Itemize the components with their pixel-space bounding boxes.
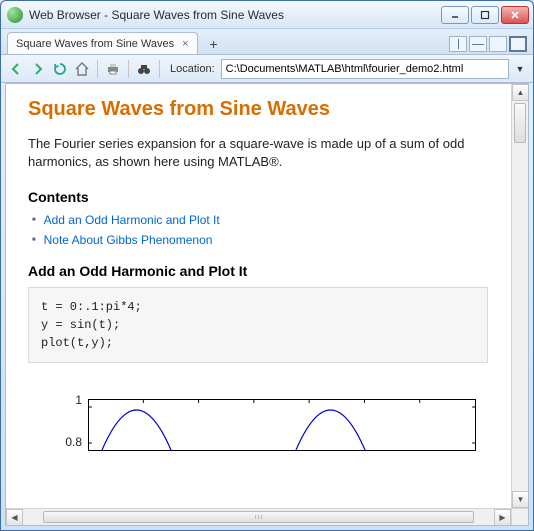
plot-svg [88,399,476,451]
scroll-left-button[interactable]: ◀ [6,509,23,526]
minimize-button[interactable] [441,6,469,24]
vscroll-thumb[interactable] [514,103,526,143]
forward-icon [30,61,46,77]
back-button[interactable] [7,60,25,78]
float-button[interactable] [489,36,507,52]
plot-area: 1 0.8 [88,391,476,451]
hscroll-track[interactable] [23,509,494,525]
find-button[interactable] [135,60,153,78]
toc-item: Add an Odd Harmonic and Plot It [32,213,506,227]
toolbar-separator [159,60,160,78]
view-controls [449,36,527,54]
forward-button[interactable] [29,60,47,78]
split-top-bottom-button[interactable] [469,36,487,52]
table-of-contents: Add an Odd Harmonic and Plot It Note Abo… [28,213,506,247]
location-dropdown-button[interactable]: ▼ [513,64,527,74]
vertical-scrollbar[interactable]: ▲ ▼ [511,84,528,508]
ytick-label: 0.8 [65,435,82,449]
minimize-icon [450,10,460,20]
toc-item: Note About Gibbs Phenomenon [32,233,506,247]
print-button[interactable] [104,60,122,78]
close-button[interactable] [501,6,529,24]
location-value: C:\Documents\MATLAB\html\fourier_demo2.h… [226,63,464,75]
split-left-right-button[interactable] [449,36,467,52]
contents-heading: Contents [28,189,506,205]
section-heading: Add an Odd Harmonic and Plot It [28,263,506,279]
horizontal-scrollbar[interactable]: ◀ ▶ [6,508,511,525]
toolbar-separator [97,60,98,78]
tab-active[interactable]: Square Waves from Sine Waves × [7,32,198,54]
maximize-button[interactable] [471,6,499,24]
scroll-right-button[interactable]: ▶ [494,509,511,526]
tab-close-icon[interactable]: × [180,38,190,50]
window-title: Web Browser - Square Waves from Sine Wav… [29,8,441,22]
titlebar: Web Browser - Square Waves from Sine Wav… [1,1,533,29]
navigation-toolbar: Location: C:\Documents\MATLAB\html\fouri… [1,55,533,83]
app-icon [7,7,23,23]
back-icon [8,61,24,77]
location-label: Location: [170,63,215,75]
document-body: Square Waves from Sine Waves The Fourier… [6,84,528,525]
tab-bar: Square Waves from Sine Waves × + [1,29,533,55]
hscroll-thumb[interactable] [43,511,474,523]
toc-link-gibbs[interactable]: Note About Gibbs Phenomenon [44,233,213,247]
reload-icon [52,61,68,77]
dock-button[interactable] [509,36,527,52]
code-block: t = 0:.1:pi*4; y = sin(t); plot(t,y); [28,287,488,363]
maximize-icon [480,10,490,20]
browser-window: Web Browser - Square Waves from Sine Wav… [0,0,534,531]
toc-link-harmonic[interactable]: Add an Odd Harmonic and Plot It [44,213,220,227]
ytick-label: 1 [75,393,82,407]
vscroll-track[interactable] [512,101,528,491]
page-title: Square Waves from Sine Waves [28,98,506,121]
toolbar-separator [128,60,129,78]
scroll-up-button[interactable]: ▲ [512,84,529,101]
sine-curve [102,410,366,451]
reload-button[interactable] [51,60,69,78]
intro-paragraph: The Fourier series expansion for a squar… [28,135,506,171]
window-controls [441,6,529,24]
print-icon [105,61,121,77]
scroll-corner [511,508,528,525]
close-icon [510,10,520,20]
content-pane: Square Waves from Sine Waves The Fourier… [5,83,529,526]
binoculars-icon [136,61,152,77]
tab-label: Square Waves from Sine Waves [16,38,174,50]
xticks [88,399,476,443]
home-icon [74,61,90,77]
scroll-down-button[interactable]: ▼ [512,491,529,508]
location-input[interactable]: C:\Documents\MATLAB\html\fourier_demo2.h… [221,59,509,79]
home-button[interactable] [73,60,91,78]
new-tab-button[interactable]: + [204,34,224,54]
